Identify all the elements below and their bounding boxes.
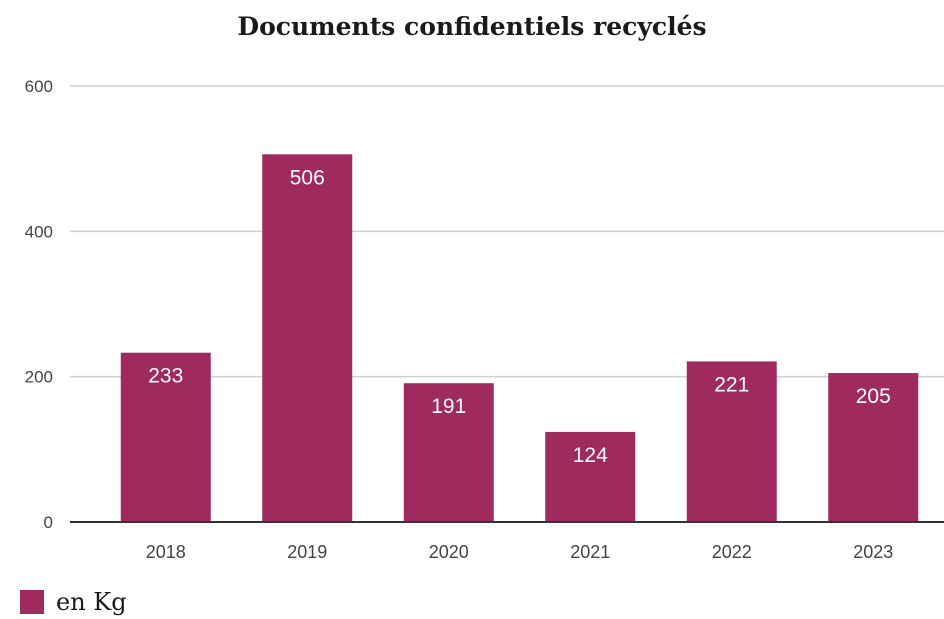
x-tick-label-2023: 2023 xyxy=(853,542,893,562)
y-tick-label: 400 xyxy=(25,222,53,241)
x-tick-label-2019: 2019 xyxy=(287,542,327,562)
y-tick-label: 200 xyxy=(25,368,53,387)
data-label-2021: 124 xyxy=(573,444,608,467)
bar-2022 xyxy=(686,361,777,522)
x-tick-label-2020: 2020 xyxy=(429,542,469,562)
y-tick-label: 600 xyxy=(25,77,53,96)
legend: en Kg xyxy=(20,588,127,616)
data-label-2023: 205 xyxy=(856,385,891,408)
data-label-2019: 506 xyxy=(290,166,325,189)
y-tick-label: 0 xyxy=(44,513,53,532)
x-tick-label-2018: 2018 xyxy=(146,542,186,562)
chart-title: Documents confidentiels recyclés xyxy=(237,12,707,41)
legend-label: en Kg xyxy=(56,588,127,616)
bar-2021 xyxy=(545,431,636,522)
bar-2020 xyxy=(403,383,494,522)
data-label-2020: 191 xyxy=(431,395,466,418)
gridlines xyxy=(70,85,944,378)
data-labels: 233 506 191 124 221 205 xyxy=(148,166,891,467)
bars xyxy=(120,154,919,522)
bar-2019 xyxy=(262,154,353,522)
bar-2018 xyxy=(120,352,211,522)
x-tick-label-2022: 2022 xyxy=(712,542,752,562)
data-label-2022: 221 xyxy=(714,373,749,396)
y-axis-ticks: 0 200 400 600 xyxy=(25,77,53,532)
x-tick-label-2021: 2021 xyxy=(570,542,610,562)
data-label-2018: 233 xyxy=(148,365,183,388)
x-axis-ticks: 2018 2019 2020 2021 2022 2023 xyxy=(146,542,894,562)
legend-swatch xyxy=(20,590,44,614)
bar-2023 xyxy=(828,373,919,522)
